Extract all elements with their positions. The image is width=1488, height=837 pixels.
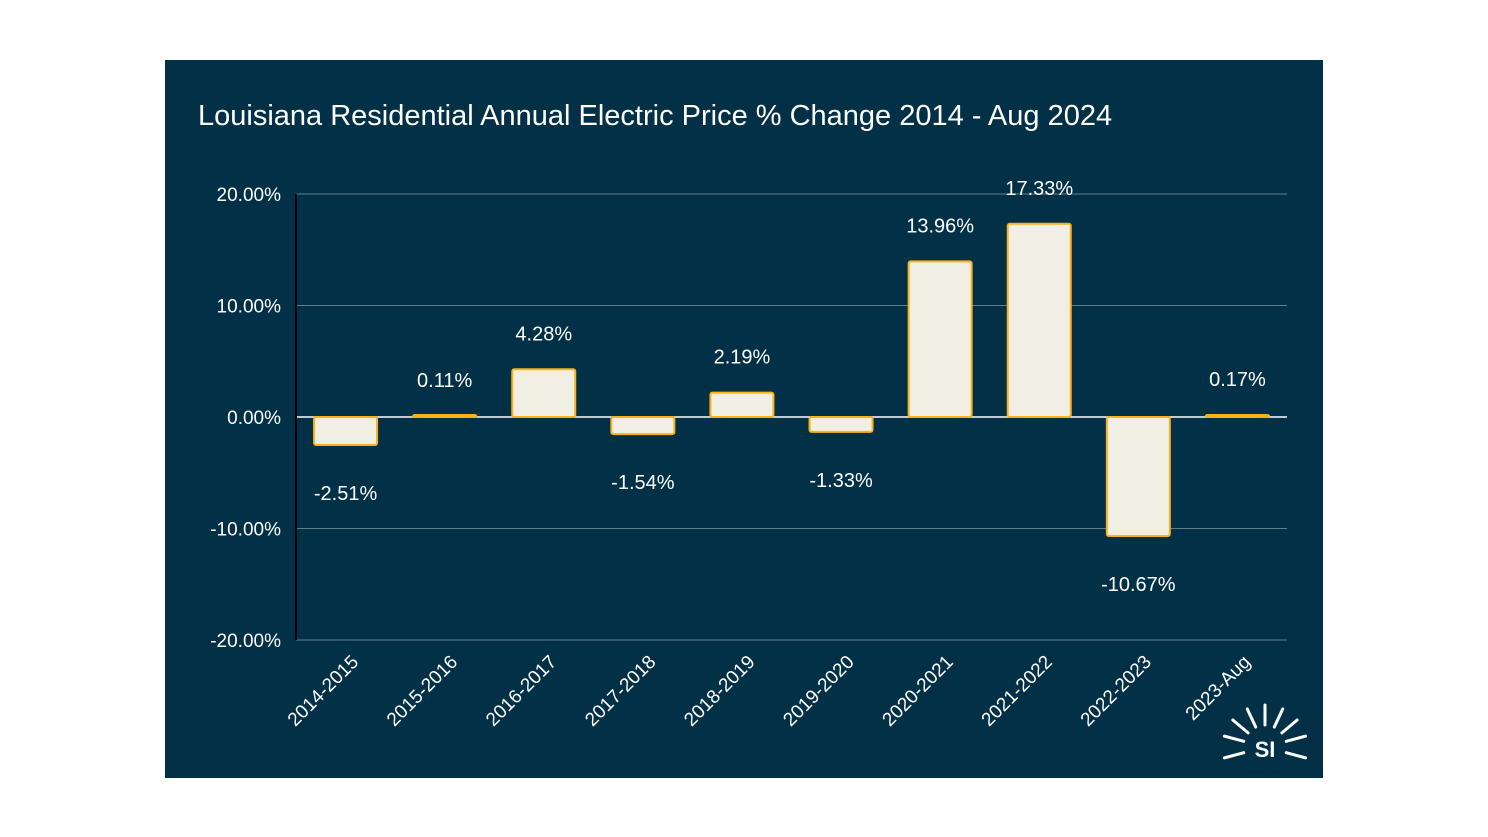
logo-rays-icon (1222, 703, 1308, 760)
logo-ray (1284, 751, 1308, 760)
data-label: -2.51% (314, 483, 378, 505)
data-label: 0.17% (1209, 369, 1266, 391)
data-label: -10.67% (1101, 574, 1176, 596)
x-tick-label: 2018-2019 (680, 652, 759, 731)
y-tick-label: 20.00% (217, 185, 282, 206)
x-axis-ticks: 2014-2015 2015-2016 2016-2017 2017-2018 2018… (284, 652, 1255, 731)
data-label: 4.28% (515, 323, 572, 345)
data-label: 2.19% (714, 347, 771, 369)
x-tick-label: 2021-2022 (978, 652, 1057, 731)
x-tick-label: 2020-2021 (879, 652, 958, 731)
bars (313, 222, 1270, 537)
logo-ray (1280, 718, 1299, 735)
y-tick-label: 10.00% (217, 297, 282, 318)
logo-ray (1222, 734, 1246, 743)
bar-chart: Louisiana Residential Annual Electric Pr… (198, 100, 1308, 762)
data-label: 17.33% (1005, 178, 1073, 200)
bar-2014-2015 (313, 416, 379, 446)
bar-2018-2019 (709, 391, 775, 419)
x-tick-label: 2015-2016 (383, 652, 462, 731)
bar-2023-Aug (1204, 414, 1270, 418)
logo-ray (1222, 751, 1246, 760)
bar-2019-2020 (808, 416, 874, 433)
bar-2020-2021 (907, 260, 973, 418)
y-tick-label: 0.00% (227, 408, 281, 429)
y-axis-ticks: 20.00% 10.00% 0.00% -10.00% -20.00% (210, 185, 281, 652)
x-tick-label: 2016-2017 (482, 652, 561, 731)
bar-2017-2018 (610, 416, 676, 436)
chart-panel: Louisiana Residential Annual Electric Pr… (165, 60, 1323, 778)
x-tick-label: 2017-2018 (581, 652, 660, 731)
bar-2015-2016 (412, 414, 478, 418)
x-tick-label: 2019-2020 (779, 652, 858, 731)
data-label: -1.33% (809, 470, 873, 492)
chart-title: Louisiana Residential Annual Electric Pr… (198, 100, 1112, 132)
logo-ray (1272, 707, 1285, 729)
y-tick-label: -20.00% (210, 631, 281, 652)
y-tick-label: -10.00% (210, 520, 281, 541)
data-label: -1.54% (611, 472, 675, 494)
bar-2022-2023 (1105, 416, 1171, 537)
si-logo: SI (1222, 703, 1308, 762)
logo-ray (1245, 707, 1258, 729)
x-tick-label: 2022-2023 (1077, 652, 1156, 731)
logo-ray (1284, 734, 1308, 743)
x-tick-label: 2023-Aug (1182, 652, 1255, 725)
data-labels: -2.51% 0.11% 4.28% -1.54% 2.19% -1.33% 13.96% 1… (314, 178, 1266, 596)
data-label: 0.11% (417, 370, 472, 392)
bar-2021-2022 (1006, 222, 1072, 418)
logo-text: SI (1255, 737, 1276, 762)
x-tick-label: 2014-2015 (284, 652, 363, 731)
bar-2016-2017 (511, 368, 577, 419)
logo-ray (1231, 718, 1250, 735)
data-label: 13.96% (906, 215, 974, 237)
